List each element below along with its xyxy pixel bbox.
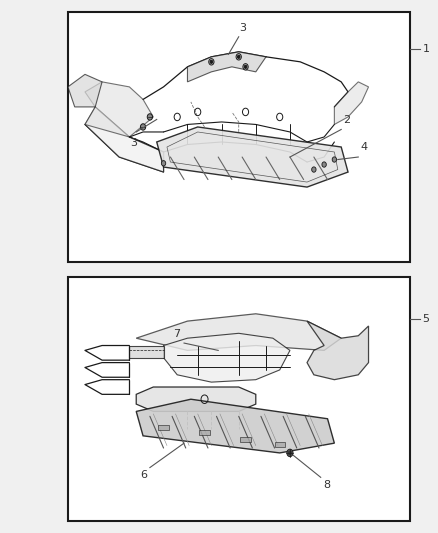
Text: 2: 2 — [343, 115, 350, 125]
Circle shape — [209, 59, 214, 65]
Bar — [68, 277, 410, 521]
Circle shape — [237, 55, 240, 59]
Polygon shape — [85, 82, 153, 137]
Polygon shape — [275, 442, 285, 447]
Polygon shape — [187, 52, 266, 82]
Circle shape — [243, 63, 248, 70]
Polygon shape — [157, 127, 348, 187]
Polygon shape — [129, 345, 163, 358]
Circle shape — [244, 65, 247, 68]
Text: 8: 8 — [323, 480, 330, 490]
Polygon shape — [136, 387, 256, 411]
Text: 4: 4 — [360, 142, 367, 152]
Circle shape — [322, 162, 326, 167]
Polygon shape — [199, 430, 210, 434]
Polygon shape — [307, 321, 368, 379]
Polygon shape — [136, 314, 341, 350]
Bar — [68, 12, 410, 262]
Text: 3: 3 — [131, 139, 138, 148]
Text: 7: 7 — [173, 329, 180, 339]
Polygon shape — [334, 82, 368, 125]
Text: 6: 6 — [141, 470, 148, 480]
Text: 5: 5 — [423, 313, 430, 324]
Polygon shape — [240, 437, 251, 442]
Text: 3: 3 — [240, 22, 247, 33]
Circle shape — [312, 167, 316, 172]
Polygon shape — [85, 107, 163, 172]
Circle shape — [288, 451, 292, 455]
Polygon shape — [163, 333, 290, 382]
Polygon shape — [159, 425, 169, 430]
Circle shape — [147, 114, 152, 120]
Circle shape — [236, 54, 241, 60]
Circle shape — [210, 60, 213, 63]
Polygon shape — [68, 74, 102, 107]
Text: 1: 1 — [423, 44, 430, 54]
Circle shape — [287, 449, 293, 457]
Polygon shape — [136, 399, 334, 453]
Circle shape — [332, 157, 336, 162]
Circle shape — [161, 160, 166, 166]
Circle shape — [141, 124, 146, 130]
